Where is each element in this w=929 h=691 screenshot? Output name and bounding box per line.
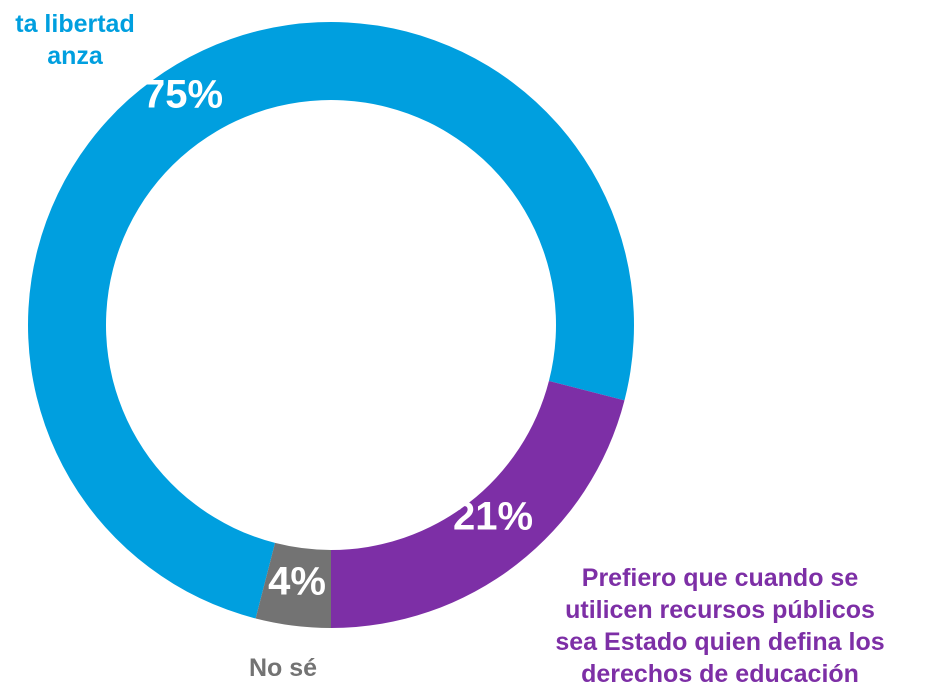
value-label: 75% bbox=[143, 73, 223, 117]
category-label: No sé bbox=[248, 654, 318, 682]
value-label: 21% bbox=[453, 495, 533, 539]
category-label: ducar a sus ta libertad anza bbox=[6, 0, 145, 70]
donut-segment bbox=[255, 542, 331, 628]
donut-segment bbox=[331, 380, 625, 628]
value-label: 4% bbox=[268, 560, 326, 604]
category-label: Prefiero que cuando se utilicen recursos… bbox=[555, 564, 885, 688]
